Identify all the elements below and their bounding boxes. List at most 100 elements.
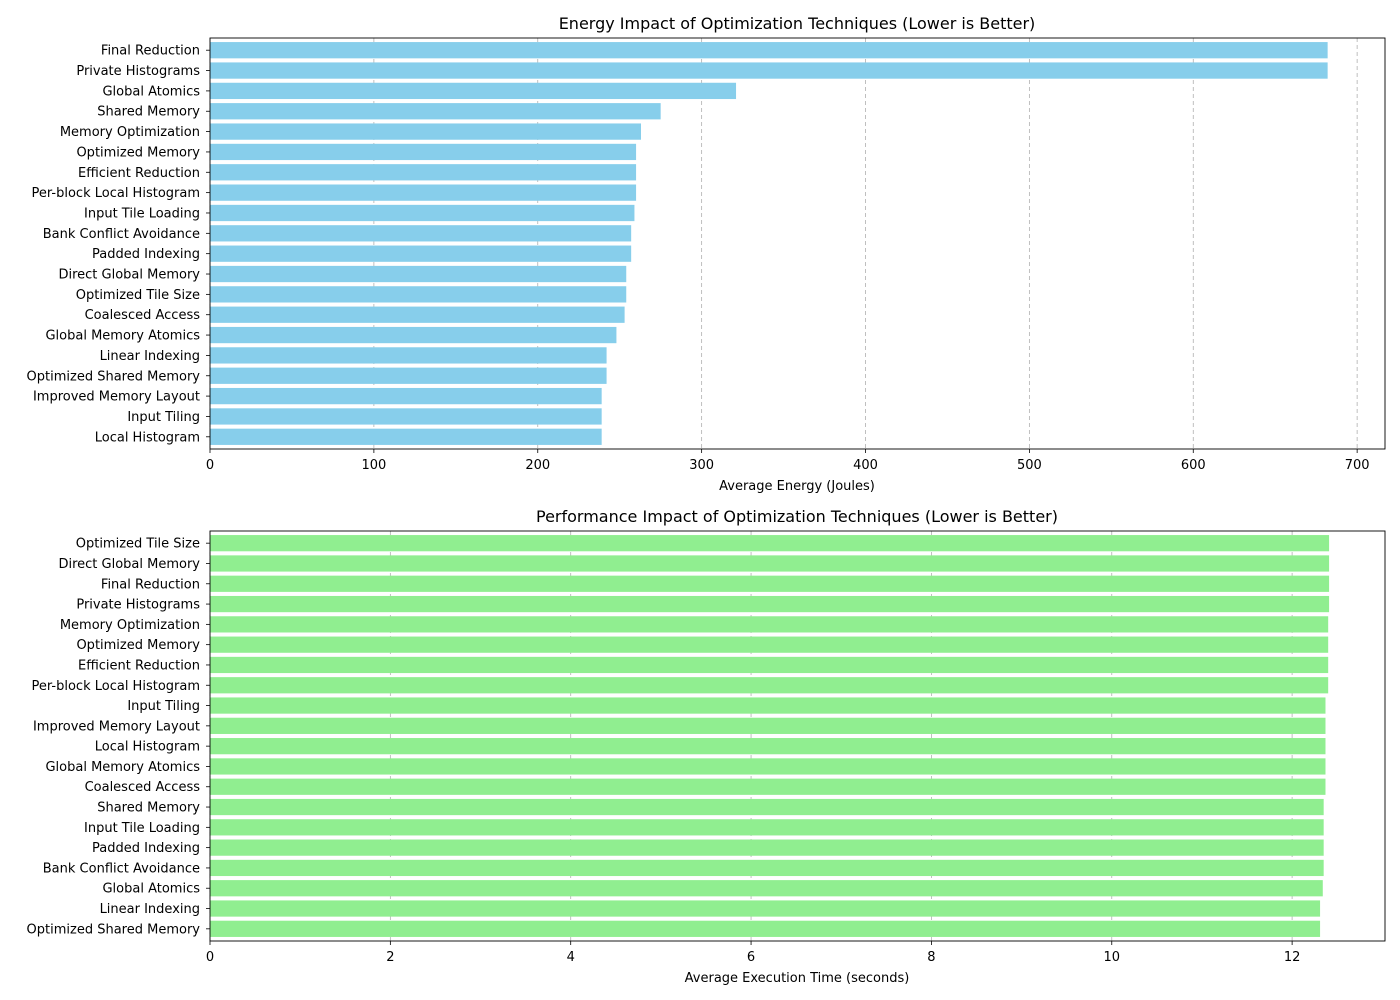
energy-bar (210, 42, 1328, 59)
performance-category-label: Final Reduction (101, 577, 200, 592)
performance-category-label: Optimized Memory (76, 638, 200, 653)
performance-category-label: Input Tiling (127, 699, 200, 714)
energy-xtick-label: 600 (1181, 458, 1206, 473)
performance-bar (210, 859, 1324, 877)
performance-category-label: Direct Global Memory (58, 557, 200, 572)
performance-bar (210, 656, 1329, 674)
energy-bar (210, 143, 637, 161)
performance-category-label: Global Memory Atomics (45, 760, 200, 775)
energy-axes-frame (209, 37, 1386, 450)
performance-bars (210, 535, 1330, 937)
energy-category-label: Global Atomics (102, 84, 200, 99)
performance-category-labels: Optimized Tile Size Direct Global Memory F… (27, 537, 210, 937)
performance-chart-title: Performance Impact of Optimization Techn… (536, 507, 1058, 526)
performance-bar (210, 677, 1329, 694)
energy-bar (210, 184, 637, 201)
energy-bar (210, 82, 737, 100)
performance-bar (210, 738, 1326, 755)
energy-chart: Energy Impact of Optimization Techniques… (27, 14, 1386, 494)
energy-xticks: 0 100 200 300 400 500 600 700 (206, 449, 1370, 473)
energy-bar (210, 286, 627, 303)
energy-category-label: Optimized Tile Size (76, 288, 200, 303)
performance-category-label: Local Histogram (95, 740, 200, 755)
performance-category-label: Shared Memory (97, 801, 200, 816)
energy-xtick-label: 400 (853, 458, 878, 473)
energy-category-label: Global Memory Atomics (45, 329, 200, 344)
performance-bar (210, 697, 1326, 714)
performance-bar (210, 595, 1330, 613)
performance-xtick-label: 6 (747, 950, 755, 965)
performance-category-label: Input Tile Loading (84, 821, 200, 836)
energy-category-label: Linear Indexing (100, 349, 200, 364)
performance-bar (210, 758, 1326, 775)
performance-category-label: Optimized Shared Memory (27, 922, 201, 937)
energy-xtick-label: 100 (361, 458, 386, 473)
performance-xticks: 0 2 4 6 8 10 12 (206, 941, 1301, 965)
performance-category-label: Memory Optimization (60, 618, 200, 633)
performance-bar (210, 880, 1323, 897)
energy-category-label: Direct Global Memory (58, 268, 200, 283)
performance-bar (210, 535, 1330, 552)
performance-xtick-label: 8 (927, 950, 935, 965)
performance-bar (210, 778, 1326, 795)
energy-bar (210, 103, 661, 120)
performance-xtick-label: 10 (1103, 950, 1120, 965)
energy-bar (210, 347, 607, 364)
energy-chart-xlabel: Average Energy (Joules) (719, 479, 875, 494)
performance-category-label: Coalesced Access (85, 780, 201, 795)
energy-category-label: Shared Memory (97, 105, 200, 120)
performance-category-label: Padded Indexing (92, 841, 200, 856)
energy-bar (210, 306, 625, 323)
energy-bar (210, 265, 627, 283)
energy-bar (210, 408, 602, 425)
energy-xtick-label: 700 (1345, 458, 1370, 473)
energy-category-label: Input Tiling (127, 410, 200, 425)
energy-category-label: Optimized Shared Memory (27, 369, 201, 384)
performance-category-label: Optimized Tile Size (76, 537, 200, 552)
performance-chart-xlabel: Average Execution Time (seconds) (685, 971, 910, 986)
performance-bar (210, 900, 1321, 917)
energy-bar (210, 204, 635, 222)
energy-bars (210, 42, 1328, 445)
performance-category-label: Improved Memory Layout (33, 719, 200, 734)
energy-bar (210, 245, 632, 262)
energy-bar (210, 62, 1328, 79)
energy-category-label: Private Histograms (76, 64, 200, 79)
performance-axes-frame (209, 530, 1386, 942)
energy-bar (210, 367, 607, 384)
performance-bar (210, 819, 1324, 836)
energy-category-label: Input Tile Loading (84, 206, 200, 221)
energy-xtick-label: 200 (525, 458, 550, 473)
energy-category-labels: Final Reduction Private Histograms Global … (27, 44, 210, 445)
performance-bar (210, 555, 1330, 572)
energy-bar (210, 326, 617, 344)
performance-category-label: Efficient Reduction (78, 658, 200, 673)
performance-bar (210, 575, 1330, 592)
performance-bar (210, 798, 1324, 816)
performance-category-label: Linear Indexing (100, 902, 200, 917)
performance-xtick-label: 12 (1284, 950, 1301, 965)
performance-bar (210, 839, 1324, 856)
performance-category-label: Per-block Local Histogram (32, 679, 200, 694)
energy-category-label: Final Reduction (101, 44, 200, 59)
energy-category-label: Efficient Reduction (78, 166, 200, 181)
energy-xtick-label: 0 (206, 458, 214, 473)
performance-bar (210, 636, 1329, 653)
energy-bar (210, 123, 641, 140)
performance-xtick-label: 0 (206, 950, 214, 965)
performance-xtick-label: 4 (567, 950, 575, 965)
energy-chart-title: Energy Impact of Optimization Techniques… (559, 14, 1036, 33)
energy-category-label: Padded Indexing (92, 247, 200, 262)
performance-bar (210, 616, 1329, 633)
energy-category-label: Per-block Local Histogram (32, 186, 200, 201)
energy-xtick-label: 300 (689, 458, 714, 473)
performance-category-label: Bank Conflict Avoidance (43, 861, 200, 876)
energy-category-label: Improved Memory Layout (33, 390, 200, 405)
energy-category-label: Memory Optimization (60, 125, 200, 140)
performance-category-label: Private Histograms (76, 598, 200, 613)
energy-category-label: Bank Conflict Avoidance (43, 227, 200, 242)
energy-category-label: Optimized Memory (76, 145, 200, 160)
energy-bar (210, 428, 602, 445)
energy-bar (210, 164, 637, 181)
